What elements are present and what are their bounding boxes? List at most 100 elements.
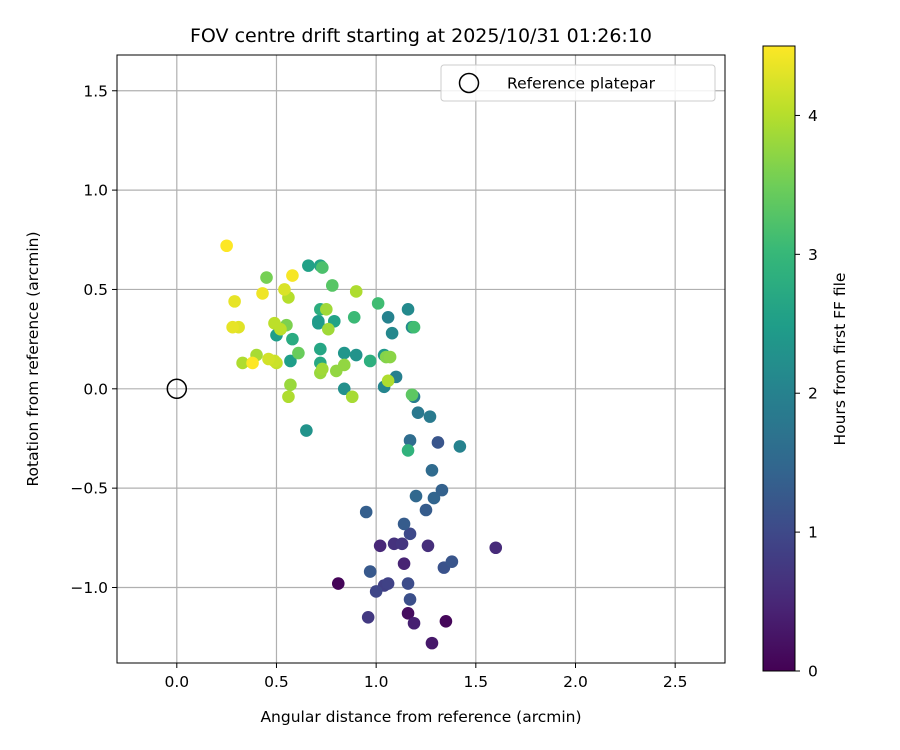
data-point (369, 585, 383, 598)
data-point (278, 283, 291, 296)
data-point (397, 557, 411, 570)
chart-text: FOV centre drift starting at 2025/10/31 … (24, 25, 849, 726)
data-point (383, 350, 397, 364)
data-point (320, 303, 333, 316)
data-point (381, 310, 395, 324)
x-tick-label: 2.5 (663, 673, 688, 691)
data-point (371, 297, 385, 310)
data-point (431, 436, 445, 449)
data-point (316, 261, 329, 274)
data-point (337, 346, 351, 360)
data-point (282, 390, 295, 404)
data-point (284, 378, 297, 392)
data-point (236, 356, 249, 370)
data-point (445, 555, 459, 568)
data-point (489, 541, 503, 555)
x-tick-label: 2.0 (563, 673, 588, 691)
x-tick-label: 1.0 (364, 673, 389, 691)
data-point (359, 505, 373, 519)
x-axis-label: Angular distance from reference (arcmin) (260, 708, 581, 726)
x-tick-label: 1.5 (463, 673, 488, 691)
data-point (302, 259, 315, 272)
data-point (421, 539, 435, 553)
colorbar-tick-label: 3 (808, 246, 818, 264)
data-point (260, 271, 273, 284)
data-point (373, 539, 387, 553)
y-tick-label: 1.5 (83, 82, 108, 100)
data-point (228, 295, 241, 308)
legend: Reference platepar (440, 64, 716, 102)
data-point (403, 434, 417, 447)
data-point (397, 517, 411, 531)
data-point (425, 636, 439, 650)
data-point (405, 388, 419, 402)
data-point (403, 527, 417, 541)
data-point (401, 444, 415, 457)
data-point (401, 607, 415, 620)
data-point (284, 354, 297, 368)
data-point (363, 354, 377, 368)
data-point (361, 611, 375, 624)
data-point (409, 489, 423, 503)
data-point (407, 320, 421, 334)
y-axis-label: Rotation from reference (arcmin) (24, 231, 42, 486)
data-point (349, 348, 363, 362)
data-point (453, 440, 467, 453)
data-point (300, 424, 313, 437)
legend-box (440, 64, 716, 102)
data-point (312, 316, 325, 330)
data-point (345, 390, 359, 404)
data-point (286, 332, 299, 346)
grid-lines (117, 55, 725, 663)
data-point (381, 374, 395, 388)
y-tick-label: 0.5 (83, 281, 108, 299)
colorbar-frame (762, 45, 796, 672)
chart-title: FOV centre drift starting at 2025/10/31 … (190, 25, 652, 47)
data-point (349, 285, 363, 298)
data-point (403, 593, 417, 606)
x-tick-label: 0.0 (164, 673, 189, 691)
data-point (411, 406, 425, 419)
plot-frame (116, 54, 726, 664)
data-point (331, 577, 345, 590)
colorbar-tick-label: 1 (808, 524, 818, 542)
y-tick-label: 1.0 (83, 182, 108, 200)
reference-marker (166, 378, 188, 400)
data-point (316, 362, 329, 376)
colorbar-tick-label: 2 (808, 385, 818, 403)
colorbar-tick-label: 0 (808, 663, 818, 681)
data-point (256, 287, 269, 300)
data-point (337, 382, 351, 396)
x-tick-label: 0.5 (264, 673, 289, 691)
data-point (226, 320, 239, 334)
data-point (347, 310, 361, 324)
data-point (401, 577, 415, 590)
colorbar: 0 1 2 3 4 (762, 45, 818, 681)
y-tick-label: −1.0 (70, 579, 108, 597)
data-point (385, 326, 399, 340)
legend-label: Reference platepar (507, 75, 656, 93)
y-tick-label: −0.5 (70, 480, 108, 498)
data-point (395, 537, 409, 551)
data-point (314, 342, 327, 356)
colorbar-gradient (763, 46, 795, 671)
data-point (401, 303, 415, 316)
scatter-points (166, 239, 503, 650)
data-point (425, 463, 439, 477)
data-point (439, 614, 453, 628)
y-tick-label: 0.0 (83, 380, 108, 398)
data-point (419, 503, 433, 517)
data-point (435, 483, 449, 497)
colorbar-tick-label: 4 (808, 107, 818, 125)
data-point (274, 322, 287, 336)
data-point (363, 565, 377, 578)
data-point (246, 356, 259, 370)
data-point (325, 279, 339, 292)
colorbar-label: Hours from first FF file (831, 273, 849, 446)
axes: 0.0 0.5 1.0 1.5 2.0 2.5 −1.0 −0.5 0.0 0.5 1.0 1.5 (70, 54, 726, 691)
data-point (292, 346, 305, 360)
data-point (407, 616, 421, 630)
data-point (337, 358, 351, 372)
legend-marker (458, 72, 480, 94)
